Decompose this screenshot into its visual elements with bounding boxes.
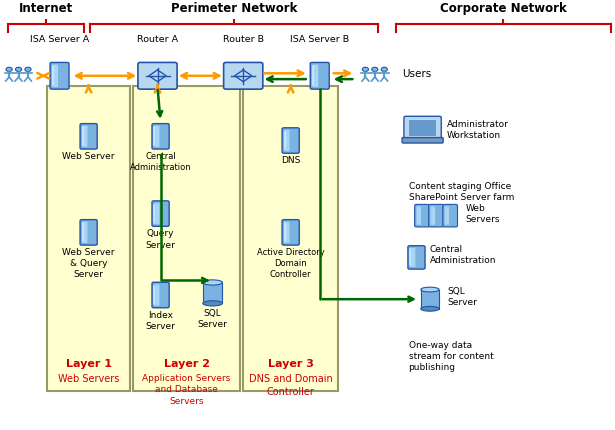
FancyBboxPatch shape [154,284,159,306]
Circle shape [25,67,31,71]
FancyBboxPatch shape [404,116,442,140]
FancyBboxPatch shape [416,206,421,225]
Ellipse shape [421,287,439,292]
Text: Web Server: Web Server [62,152,115,161]
Text: Web
Servers: Web Servers [466,203,500,224]
Text: Web Servers: Web Servers [58,375,119,384]
FancyBboxPatch shape [310,62,329,89]
Text: SQL
Server: SQL Server [447,287,477,307]
Text: Corporate Network: Corporate Network [440,2,567,15]
FancyBboxPatch shape [80,123,97,149]
FancyBboxPatch shape [47,86,130,391]
Text: Application Servers
and Database
Servers: Application Servers and Database Servers [143,375,231,405]
FancyBboxPatch shape [285,130,290,151]
FancyBboxPatch shape [82,222,87,243]
Text: ISA Server A: ISA Server A [30,36,89,44]
Text: Web Server
& Query
Server: Web Server & Query Server [62,248,115,280]
Text: Internet: Internet [18,2,73,15]
Bar [421,289,439,309]
FancyBboxPatch shape [50,62,69,89]
FancyBboxPatch shape [409,120,437,136]
Circle shape [371,67,378,71]
FancyBboxPatch shape [152,282,169,308]
Text: Index
Server: Index Server [146,311,175,331]
Bar [203,283,223,303]
FancyBboxPatch shape [402,138,443,143]
Ellipse shape [421,307,439,311]
FancyBboxPatch shape [429,204,443,227]
Circle shape [381,67,387,71]
Circle shape [362,67,368,71]
FancyBboxPatch shape [152,201,169,226]
FancyBboxPatch shape [443,204,458,227]
FancyBboxPatch shape [312,64,318,87]
FancyBboxPatch shape [430,206,435,225]
Text: Central
Administration: Central Administration [130,152,191,172]
Text: One-way data
stream for content
publishing: One-way data stream for content publishi… [408,341,493,372]
Text: ISA Server B: ISA Server B [290,36,349,44]
FancyBboxPatch shape [282,128,300,153]
Circle shape [6,67,12,71]
FancyBboxPatch shape [445,206,449,225]
Text: Active Directory
Domain
Controller: Active Directory Domain Controller [257,248,325,280]
FancyBboxPatch shape [152,123,169,149]
Text: Layer 2: Layer 2 [164,359,210,369]
FancyBboxPatch shape [243,86,338,391]
Text: DNS and Domain
Controller: DNS and Domain Controller [249,375,333,397]
Text: Layer 1: Layer 1 [66,359,112,369]
FancyBboxPatch shape [154,126,159,147]
FancyBboxPatch shape [415,204,429,227]
Ellipse shape [203,280,223,285]
Text: DNS: DNS [281,157,300,166]
FancyBboxPatch shape [138,62,177,89]
Ellipse shape [203,301,223,306]
Text: Users: Users [402,69,432,79]
FancyBboxPatch shape [224,62,263,89]
FancyBboxPatch shape [133,86,240,391]
Text: Content staging Office
SharePoint Server farm: Content staging Office SharePoint Server… [408,182,514,203]
FancyBboxPatch shape [52,64,58,87]
FancyBboxPatch shape [80,220,97,245]
Text: SQL
Server: SQL Server [197,309,228,329]
Text: Router A: Router A [137,36,178,44]
FancyBboxPatch shape [408,246,425,269]
Text: Central
Administration: Central Administration [430,245,496,265]
FancyBboxPatch shape [410,248,415,267]
Text: Router B: Router B [223,36,264,44]
Text: Administrator
Workstation: Administrator Workstation [447,120,509,140]
FancyBboxPatch shape [282,220,300,245]
Text: Query
Server: Query Server [146,230,175,249]
Circle shape [15,67,22,71]
FancyBboxPatch shape [82,126,87,147]
FancyBboxPatch shape [285,222,290,243]
Text: Layer 3: Layer 3 [268,359,314,369]
FancyBboxPatch shape [154,203,159,224]
Text: Perimeter Network: Perimeter Network [171,2,297,15]
